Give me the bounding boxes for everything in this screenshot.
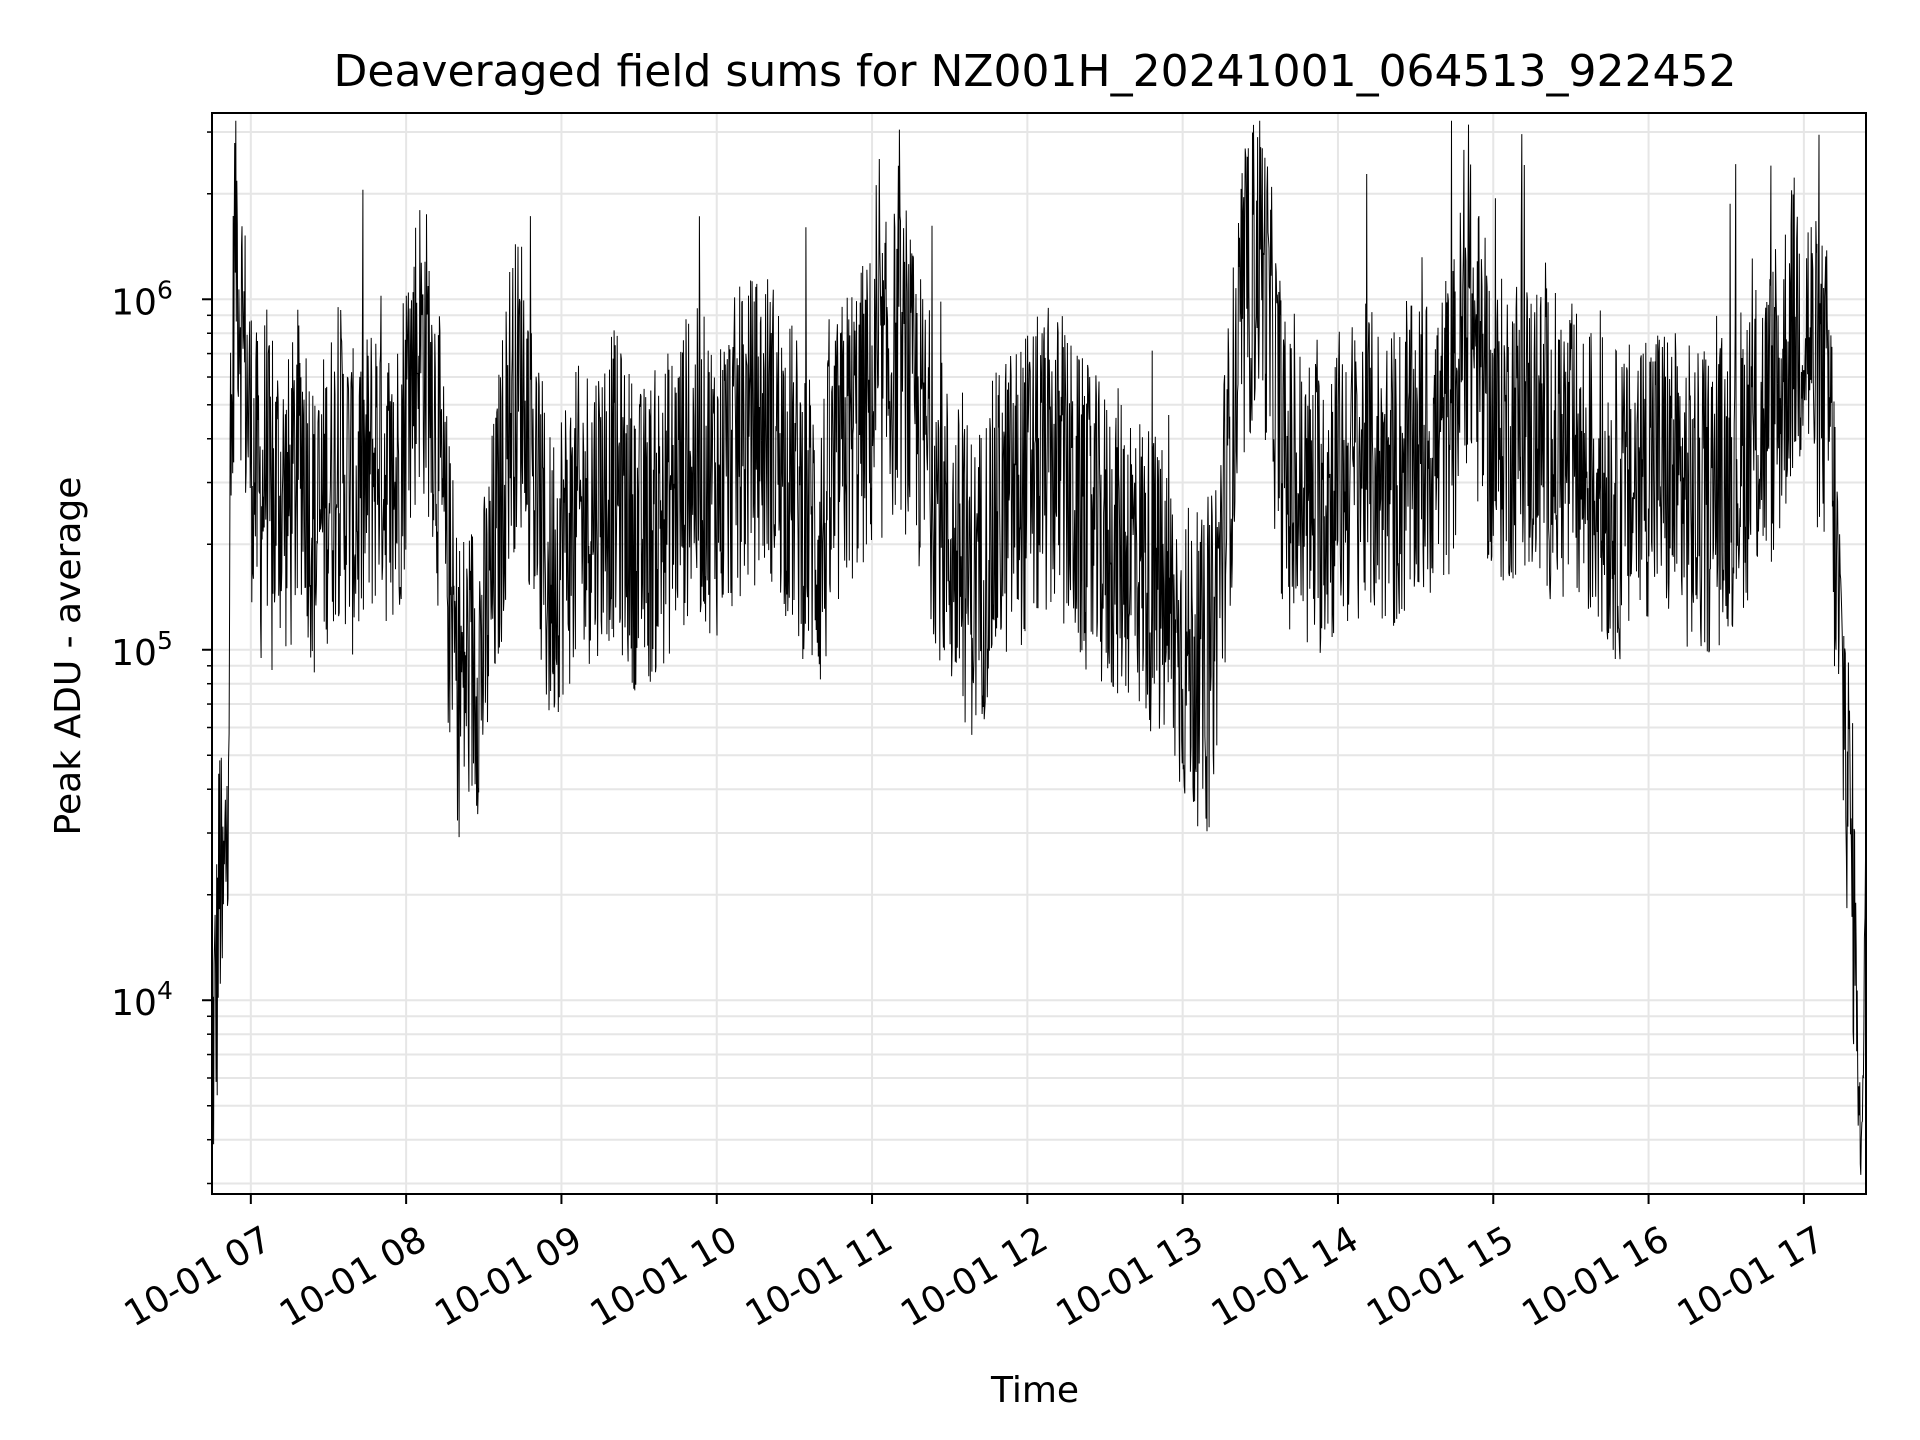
series-group	[211, 120, 1867, 1175]
y-tick-base: 10	[111, 983, 157, 1024]
x-tick-label: 10-01 12	[894, 1219, 1055, 1335]
x-tick-label: 10-01 15	[1360, 1219, 1521, 1335]
y-tick-exponent: 4	[157, 976, 173, 1005]
y-tick-exponent: 5	[157, 626, 173, 655]
x-tick-label: 10-01 10	[584, 1219, 745, 1335]
x-tick-label: 10-01 09	[428, 1219, 589, 1335]
y-tick-label: 105	[111, 626, 173, 674]
plot-frame	[211, 112, 1867, 1195]
x-tick-label: 10-01 11	[739, 1219, 900, 1335]
x-tick-label: 10-01 16	[1515, 1219, 1676, 1335]
x-tick-label: 10-01 17	[1671, 1219, 1832, 1335]
grid	[212, 113, 1866, 1194]
x-axis-label: Time	[990, 1370, 1079, 1411]
x-tick-label: 10-01 08	[273, 1219, 434, 1335]
y-tick-base: 10	[111, 282, 157, 323]
x-tick-label: 10-01 13	[1049, 1219, 1210, 1335]
x-tick-label: 10-01 07	[118, 1219, 279, 1335]
y-tick-label: 104	[111, 976, 173, 1024]
y-tick-base: 10	[111, 633, 157, 674]
series-line	[211, 120, 1867, 1175]
chart-title: Deaveraged field sums for NZ001H_2024100…	[334, 46, 1737, 97]
y-tick-exponent: 6	[157, 275, 173, 304]
y-tick-label: 106	[111, 275, 173, 323]
x-tick-label: 10-01 14	[1205, 1219, 1366, 1335]
y-axis-label: Peak ADU - average	[48, 477, 89, 836]
